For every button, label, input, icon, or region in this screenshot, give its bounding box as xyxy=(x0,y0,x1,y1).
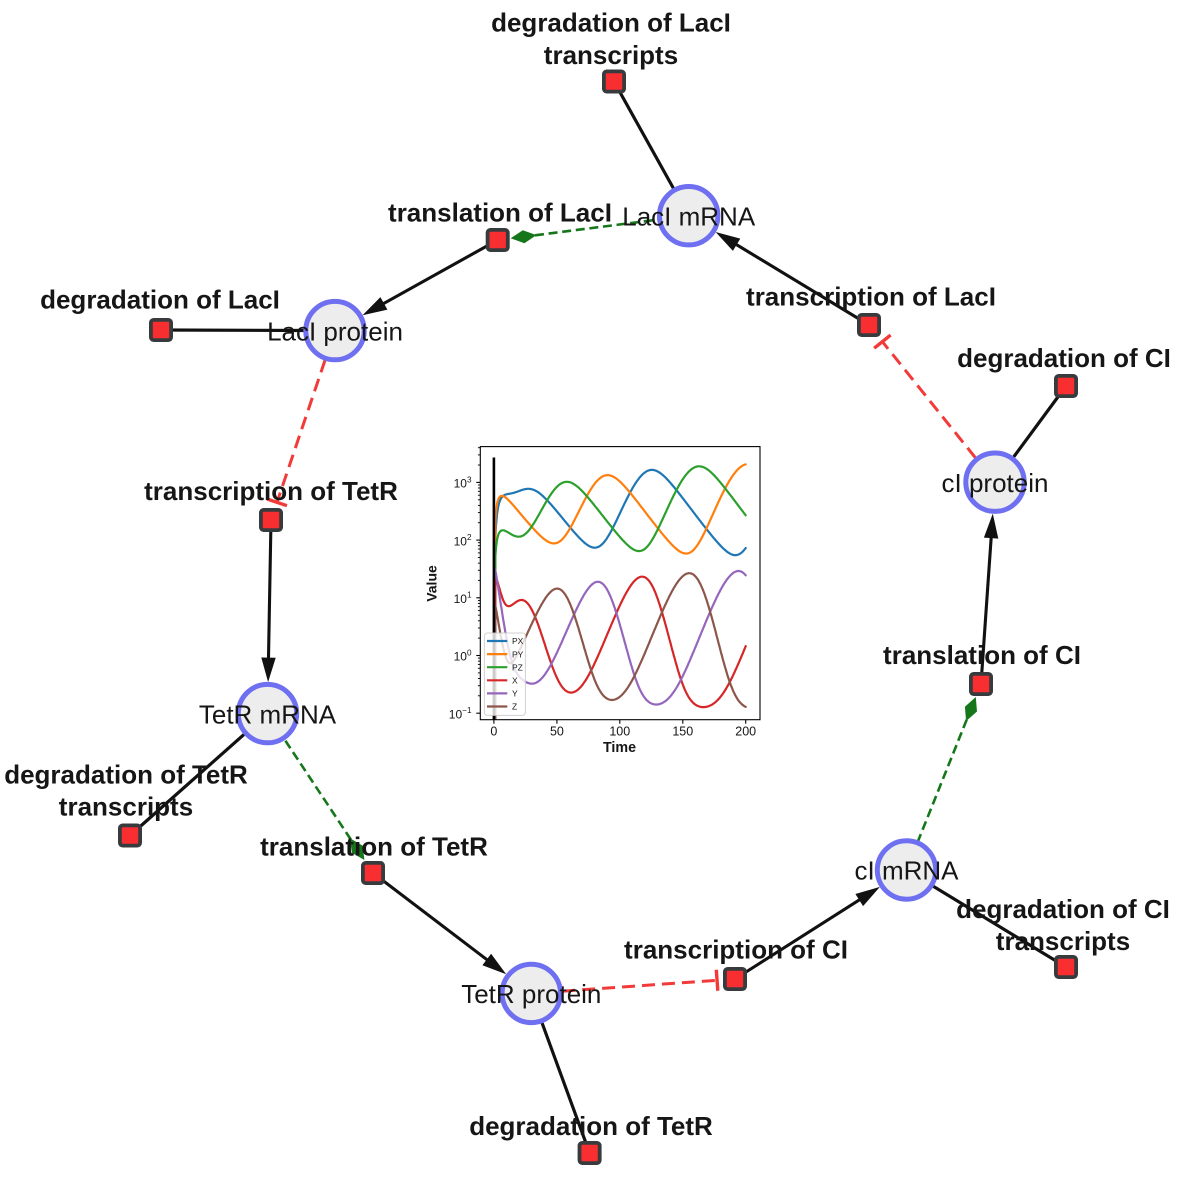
svg-text:Value: Value xyxy=(424,565,440,602)
svg-text:103: 103 xyxy=(454,475,472,490)
svg-text:PX: PX xyxy=(512,636,524,646)
svg-text:cI mRNA: cI mRNA xyxy=(855,856,960,886)
svg-text:LacI mRNA: LacI mRNA xyxy=(622,201,756,231)
svg-text:degradation of CI: degradation of CI xyxy=(956,894,1170,924)
svg-text:degradation of LacI: degradation of LacI xyxy=(40,285,280,315)
svg-text:transcription of LacI: transcription of LacI xyxy=(746,282,996,312)
svg-text:Z: Z xyxy=(512,702,517,712)
svg-text:degradation of TetR: degradation of TetR xyxy=(469,1111,713,1141)
svg-text:TetR mRNA: TetR mRNA xyxy=(199,699,337,729)
svg-text:102: 102 xyxy=(454,533,472,548)
svg-text:LacI protein: LacI protein xyxy=(267,316,403,346)
svg-text:degradation of TetR: degradation of TetR xyxy=(4,760,248,790)
svg-text:PZ: PZ xyxy=(512,662,523,672)
svg-text:translation of LacI: translation of LacI xyxy=(388,198,612,228)
svg-text:transcription of CI: transcription of CI xyxy=(624,935,848,965)
svg-text:0: 0 xyxy=(490,725,497,739)
svg-text:X: X xyxy=(512,676,518,686)
svg-text:50: 50 xyxy=(550,725,564,739)
svg-text:101: 101 xyxy=(454,591,472,606)
svg-text:transcription of TetR: transcription of TetR xyxy=(144,476,398,506)
svg-text:200: 200 xyxy=(735,725,756,739)
svg-text:transcripts: transcripts xyxy=(59,792,193,822)
svg-text:150: 150 xyxy=(672,725,693,739)
svg-text:Y: Y xyxy=(512,689,518,699)
svg-text:10−1: 10−1 xyxy=(449,706,472,721)
svg-text:100: 100 xyxy=(454,648,472,663)
svg-text:translation of TetR: translation of TetR xyxy=(260,831,488,861)
svg-text:cI protein: cI protein xyxy=(942,468,1049,498)
svg-text:translation of CI: translation of CI xyxy=(883,640,1081,670)
svg-text:PY: PY xyxy=(512,649,524,659)
svg-text:transcripts: transcripts xyxy=(544,40,678,70)
svg-text:transcripts: transcripts xyxy=(996,926,1130,956)
svg-text:Time: Time xyxy=(603,740,636,756)
svg-text:degradation of LacI: degradation of LacI xyxy=(491,7,731,37)
svg-text:TetR protein: TetR protein xyxy=(461,979,601,1009)
svg-text:100: 100 xyxy=(609,725,630,739)
svg-text:degradation of CI: degradation of CI xyxy=(957,343,1171,373)
